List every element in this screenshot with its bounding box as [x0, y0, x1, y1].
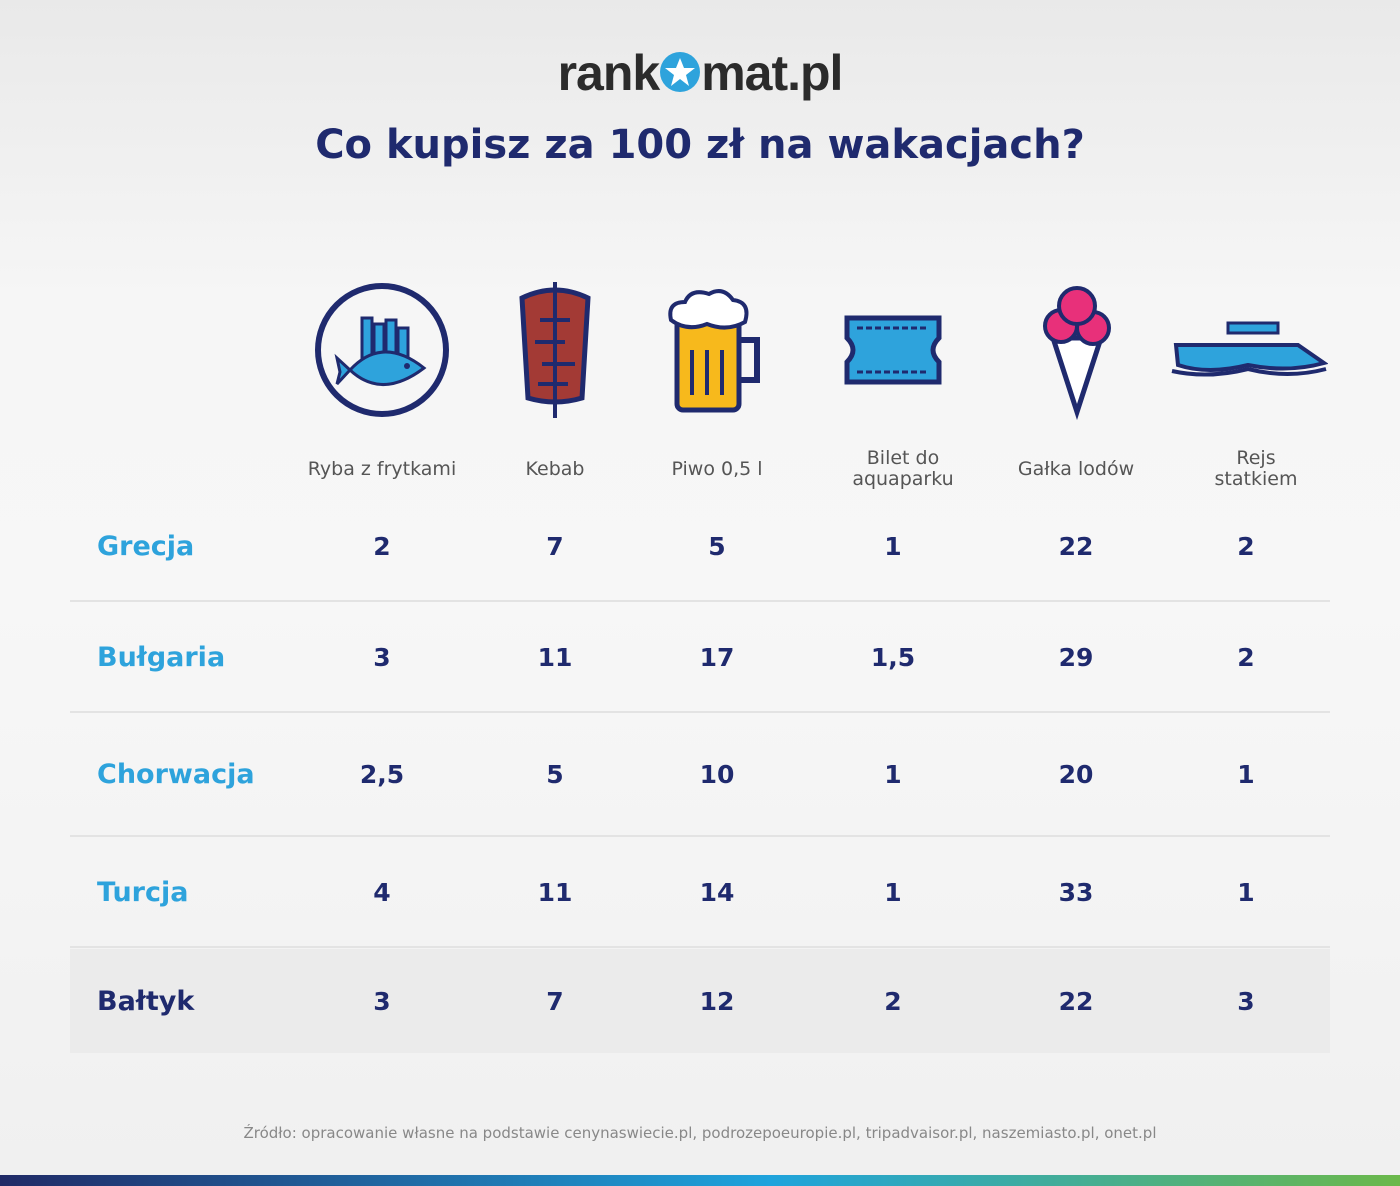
column-header: Piwo 0,5 l: [671, 457, 763, 480]
star-circle-icon: [660, 52, 701, 92]
column-header: Ryba z frytkami: [307, 457, 457, 480]
kebab-icon: [475, 280, 635, 420]
table-cell: 2,5: [359, 760, 405, 789]
table-cell: 14: [699, 877, 735, 907]
column-header: Kebab: [525, 457, 585, 480]
table-cell: 1: [884, 760, 902, 789]
table-cell: 29: [1058, 642, 1094, 672]
table-cell: 5: [546, 760, 564, 789]
table-cell: 1: [1237, 760, 1255, 789]
ice-cream-icon: [996, 280, 1156, 420]
table-cell: 2: [884, 986, 902, 1016]
table-row: Bałtyk 3 7 12 2 22 3: [70, 949, 1330, 1053]
column-header: Bilet do aquaparku: [852, 447, 954, 490]
logo-text-left: rank: [557, 45, 661, 101]
boat-icon: [1168, 280, 1328, 420]
page-title: Co kupisz za 100 zł na wakacjach?: [315, 122, 1085, 168]
table-row: Turcja 4 11 14 1 33 1: [70, 838, 1330, 948]
logo-text-right: mat.pl: [701, 45, 843, 101]
table-cell: 12: [699, 986, 735, 1016]
table-cell: 3: [373, 642, 391, 672]
row-label: Bałtyk: [97, 985, 195, 1017]
gradient-footer-bar: [0, 1175, 1400, 1186]
table-cell: 4: [373, 877, 391, 907]
table-cell: 7: [546, 986, 564, 1016]
table-cell: 17: [699, 642, 735, 672]
row-label: Grecja: [97, 530, 195, 562]
table-cell: 22: [1058, 531, 1094, 561]
table-cell: 2: [1237, 642, 1255, 672]
table-cell: 11: [537, 877, 573, 907]
table-cell: 3: [373, 986, 391, 1016]
column-header: Rejs statkiem: [1214, 447, 1298, 490]
row-label: Chorwacja: [97, 759, 255, 790]
table-cell: 33: [1058, 877, 1094, 907]
table-cell: 1: [884, 877, 902, 907]
fish-and-chips-icon: [302, 280, 462, 420]
table-cell: 1: [1237, 877, 1255, 907]
table-cell: 5: [708, 531, 726, 561]
table-cell: 1: [884, 531, 902, 561]
table-cell: 10: [699, 760, 735, 789]
table-cell: 22: [1058, 986, 1094, 1016]
ticket-icon: [813, 280, 973, 420]
row-label: Turcja: [97, 876, 189, 908]
table-cell: 7: [546, 531, 564, 561]
table-cell: 11: [537, 642, 573, 672]
table-cell: 2: [373, 531, 391, 561]
column-header: Gałka lodów: [1017, 457, 1135, 480]
row-label: Bułgaria: [97, 641, 226, 673]
table-cell: 3: [1237, 986, 1255, 1016]
table-cell: 2: [1237, 531, 1255, 561]
table-row: Bułgaria 3 11 17 1,5 29 2: [70, 603, 1330, 713]
table-cell: 1,5: [870, 642, 916, 672]
table-row: Grecja 2 7 5 1 22 2: [70, 492, 1330, 602]
table-cell: 20: [1058, 760, 1094, 789]
logo: rank mat.pl: [0, 44, 1400, 102]
beer-mug-icon: [637, 280, 797, 420]
table-row: Chorwacja 2,5 5 10 1 20 1: [70, 714, 1330, 837]
source-note: Źródło: opracowanie własne na podstawie …: [243, 1124, 1157, 1142]
